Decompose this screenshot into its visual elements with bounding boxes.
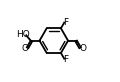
Text: F: F — [63, 18, 68, 27]
Text: O: O — [21, 44, 28, 53]
Text: F: F — [63, 55, 68, 64]
Text: O: O — [79, 44, 86, 53]
Text: HO: HO — [16, 30, 30, 39]
